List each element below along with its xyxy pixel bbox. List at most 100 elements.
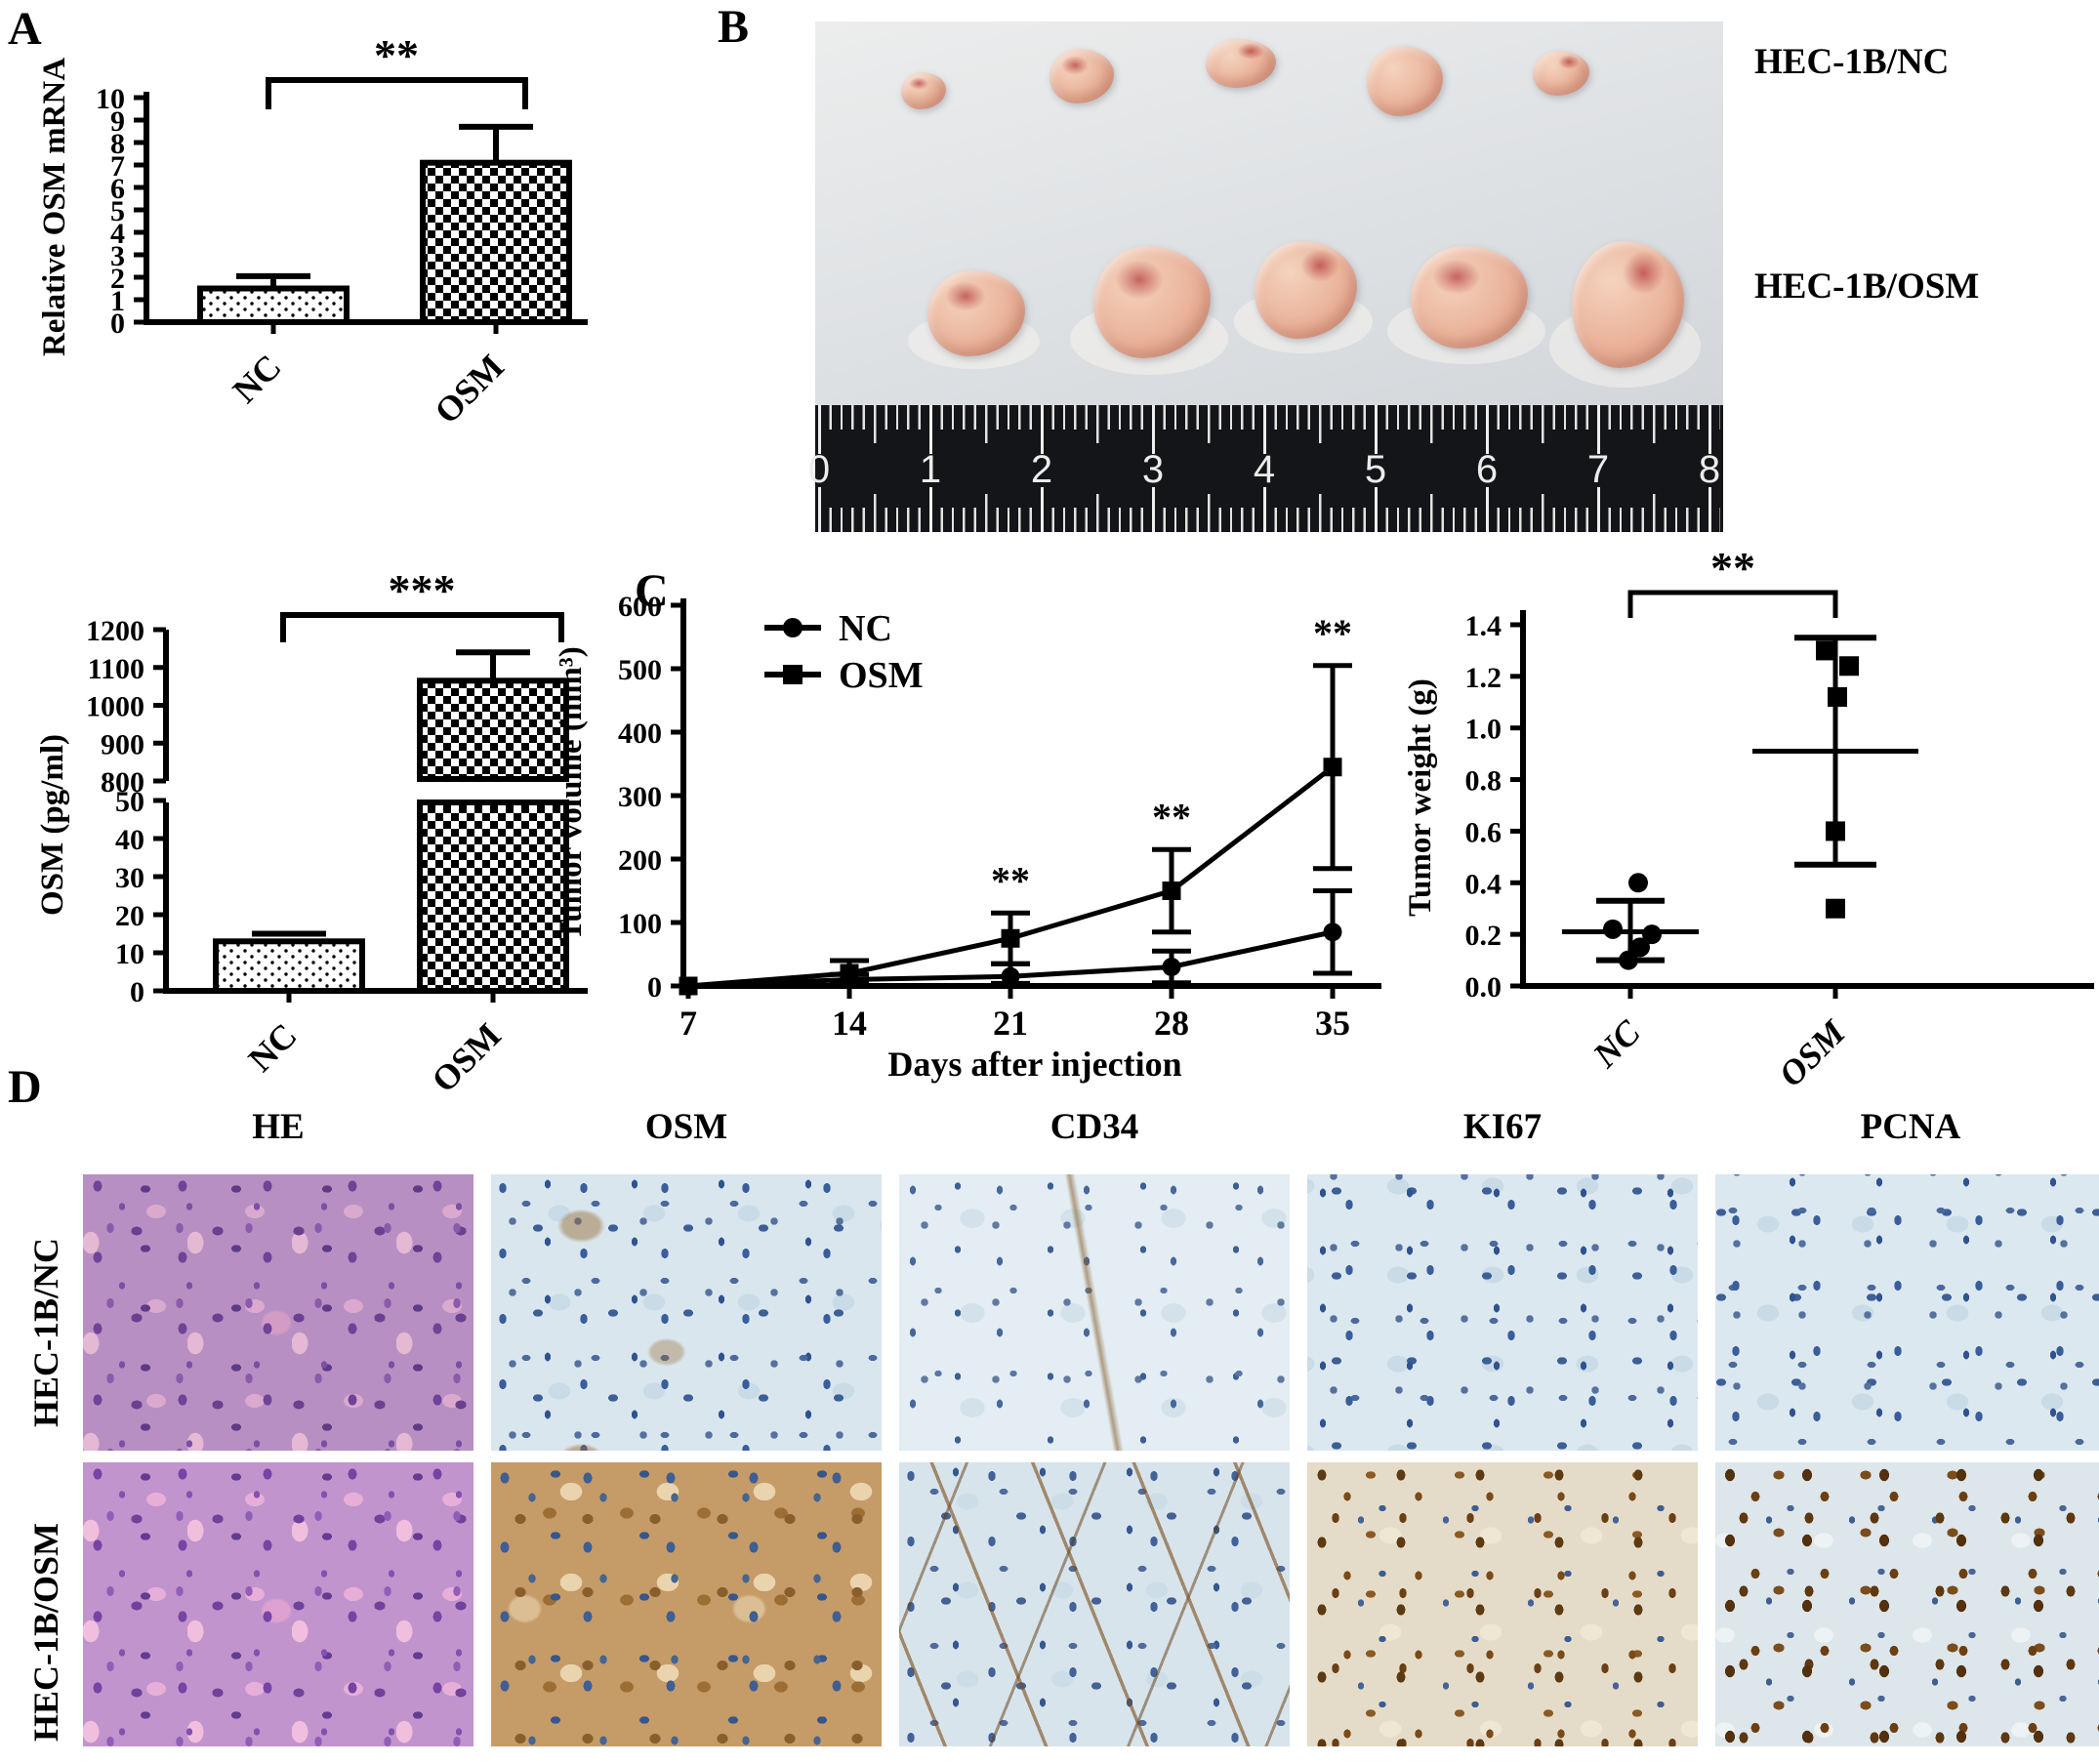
column-header-cd34: CD34 [1050, 1107, 1139, 1147]
legend-label: NC [839, 608, 892, 649]
data-point [679, 976, 698, 996]
x-category-label: OSM [427, 347, 511, 431]
chart-tumor-weight: 0.0 0.2 0.4 0.6 0.8 1.0 1.2 1.4 Tumor weight (g)… [1403, 543, 2094, 1094]
panel-b-label: B [718, 1, 750, 53]
data-point [1323, 758, 1342, 777]
ruler-number: 1 [919, 448, 942, 491]
y-tick-label: 0 [130, 976, 144, 1008]
y-tick-label: 0.8 [1465, 765, 1502, 798]
row-label-hec1b-nc: HEC-1B/NC [26, 1237, 65, 1427]
bar-NC [213, 938, 365, 994]
ruler-number: 0 [807, 448, 831, 491]
ruler-number: 2 [1030, 448, 1053, 491]
y-tick-label: 1.4 [1465, 610, 1502, 642]
histology-image-nc-osm [491, 1174, 882, 1451]
y-tick-label: 800 [101, 766, 144, 799]
x-tick-label: 7 [679, 1004, 697, 1043]
y-axis-label: Tumor volume (mm³) [554, 646, 589, 940]
ruler-number: 3 [1141, 448, 1165, 491]
tumor-specimen-osm-4 [1387, 246, 1545, 364]
data-point [1839, 656, 1859, 677]
ruler-ticks-cm-top [818, 405, 1720, 454]
data-point [1603, 919, 1623, 939]
tumor-specimen-nc-4 [1367, 46, 1443, 116]
y-tick-label: 0 [110, 308, 125, 340]
y-tick-label: 5 [110, 195, 125, 227]
y-tick-label: 200 [618, 844, 662, 877]
x-tick-label: 14 [832, 1004, 867, 1043]
y-tick-label: 400 [618, 718, 662, 750]
data-point [1630, 937, 1650, 958]
y-tick-label: 0.0 [1465, 971, 1502, 1004]
bar-OSM-lower [417, 800, 569, 994]
hec1b-nc-label: HEC-1B/NC [1754, 42, 1950, 82]
y-tick-label: 9 [110, 105, 125, 138]
tumor-specimen-nc-5 [1533, 51, 1589, 96]
histology-image-osm-cd34 [899, 1462, 1290, 1746]
y-tick-label: 30 [115, 862, 144, 894]
ruler-numbers: 0 1 2 3 4 5 6 7 8 [808, 405, 1723, 532]
y-tick-label: 10 [96, 83, 125, 115]
y-tick-label: 4 [110, 218, 125, 250]
histology-image-nc-cd34 [899, 1174, 1290, 1451]
sig-label: ** [991, 858, 1030, 902]
x-category-label: NC [1585, 1012, 1648, 1076]
data-point [1826, 821, 1845, 841]
y-tick-label: 500 [618, 654, 662, 686]
y-tick-label: 40 [115, 824, 144, 856]
x-tick-label: 21 [993, 1004, 1028, 1043]
y-tick-label: 900 [101, 728, 144, 760]
tumor-photo: 0 1 2 3 4 5 6 7 8 [808, 21, 1723, 532]
panel-c-label: C [635, 565, 669, 617]
panel-d-label: D [8, 1061, 42, 1113]
histology-image-osm-pcna [1715, 1462, 2099, 1746]
x-category-label: NC [226, 347, 289, 410]
y-tick-label: 0.6 [1465, 816, 1502, 848]
x-category-label: OSM [424, 1015, 508, 1099]
y-axis-label: Relative OSM mRNA [37, 58, 72, 356]
data-point [1162, 958, 1181, 976]
bar-OSM-upper [417, 677, 569, 782]
legend-label: OSM [839, 655, 924, 696]
data-point [1323, 923, 1342, 942]
data-point [1001, 966, 1020, 986]
legend-marker-square [783, 665, 803, 684]
ruler-number: 6 [1475, 448, 1499, 491]
sig-bracket [280, 612, 564, 642]
y-tick-label: 50 [115, 786, 144, 818]
x-axis-label: Days after injection [887, 1045, 1181, 1084]
y-tick-label: 1 [110, 285, 125, 317]
y-tick-label: 20 [115, 900, 144, 932]
bar-NC [197, 285, 350, 325]
y-tick-label: 3 [110, 240, 125, 272]
data-point [1828, 686, 1847, 707]
data-point [840, 964, 859, 983]
x-category-label: OSM [1771, 1011, 1854, 1094]
y-tick-label: 8 [110, 128, 125, 160]
histology-image-osm-he [83, 1462, 473, 1746]
x-tick-label: 35 [1315, 1004, 1350, 1043]
y-tick-label: 100 [618, 908, 662, 940]
y-tick-label: 1.0 [1465, 714, 1502, 746]
data-point [1816, 640, 1835, 661]
tumor-specimen-nc-1 [901, 72, 946, 109]
chart-tumor-volume: 0 100 200 300 400 500 600 Tumor volume (mm³) 7 14… [554, 591, 1381, 1084]
ruler-ticks-cm-bottom [818, 487, 1720, 532]
ruler-number: 8 [1698, 448, 1721, 491]
y-tick-label: 6 [110, 173, 125, 205]
y-tick-label: 10 [115, 938, 144, 970]
legend-marker-circle [783, 618, 803, 637]
axis [680, 598, 1381, 989]
histology-image-nc-pcna [1715, 1174, 2099, 1451]
histology-image-osm-ki67 [1307, 1462, 1698, 1746]
x-category-label: NC [241, 1015, 305, 1079]
y-tick-label: 1.2 [1465, 662, 1502, 694]
tumor-specimen-osm-5 [1549, 241, 1702, 388]
tumor-specimen-osm-3 [1234, 241, 1373, 353]
hec1b-osm-label: HEC-1B/OSM [1754, 267, 1980, 307]
y-tick-label: 0.2 [1465, 920, 1502, 952]
data-point [1642, 924, 1662, 945]
sig-label: ** [1152, 795, 1191, 839]
